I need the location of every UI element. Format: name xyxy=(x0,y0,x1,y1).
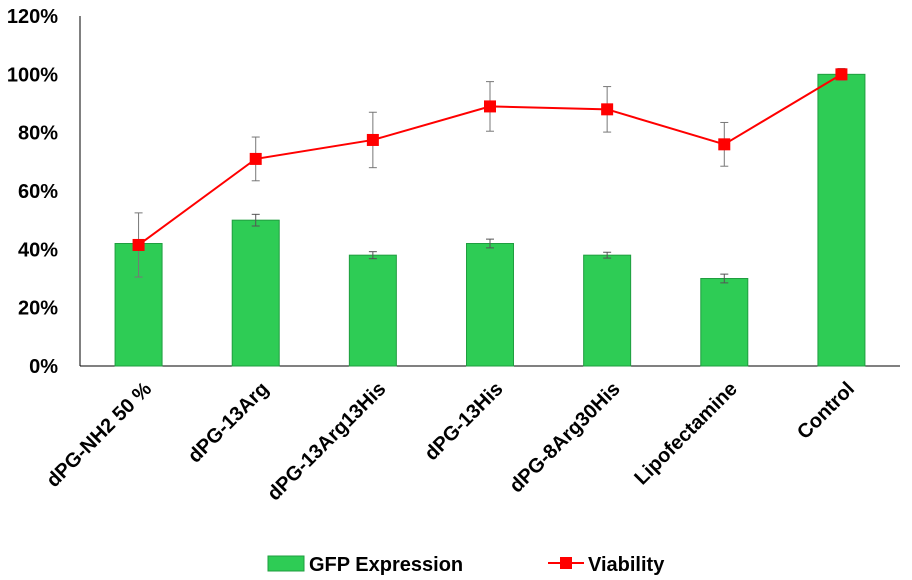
bar-gfp-expression xyxy=(466,243,514,367)
x-category-label: dPG-13Arg xyxy=(184,378,273,467)
x-category-label: Lipofectamine xyxy=(630,378,741,489)
viability-marker xyxy=(132,238,145,251)
x-category-label: dPG-13Arg13His xyxy=(263,378,390,505)
viability-marker xyxy=(249,152,262,165)
bar-error-bar xyxy=(720,273,729,284)
y-tick-label: 40% xyxy=(18,239,58,261)
y-tick-label: 100% xyxy=(7,64,58,86)
x-category-label: dPG-NH2 50 % xyxy=(42,378,156,492)
viability-marker xyxy=(718,138,731,151)
legend-swatch-viability-marker xyxy=(560,557,572,569)
legend-label-gfp-expression: GFP Expression xyxy=(309,554,463,576)
y-tick-label: 0% xyxy=(29,356,58,378)
gfp-expression-bars xyxy=(114,73,866,367)
bar-error-bar xyxy=(486,238,494,249)
y-tick-label: 120% xyxy=(7,6,58,28)
legend-label-viability: Viability xyxy=(588,554,665,576)
x-category-label: Control xyxy=(793,378,859,444)
x-category-label: dPG-13His xyxy=(420,378,507,465)
y-tick-label: 60% xyxy=(18,181,58,203)
bar-gfp-expression xyxy=(348,254,397,367)
legend-swatch-gfp-expression xyxy=(267,555,305,572)
viability-markers xyxy=(132,68,848,251)
bar-error-bar xyxy=(603,251,612,259)
y-axis-ticks: 0% 20% 40% 60% 80% 100% 120% xyxy=(7,6,58,378)
bar-gfp-expression xyxy=(700,278,749,367)
viability-marker xyxy=(484,100,496,113)
x-category-label: dPG-8Arg30His xyxy=(505,378,624,497)
viability-marker xyxy=(835,68,848,81)
bar-gfp-expression xyxy=(583,254,632,367)
bar-gfp-expression xyxy=(231,219,280,367)
y-tick-label: 80% xyxy=(18,123,58,145)
bar-error-bar xyxy=(251,213,260,227)
viability-marker xyxy=(601,103,614,116)
legend: GFP Expression Viability xyxy=(267,554,665,576)
y-tick-label: 20% xyxy=(18,298,58,320)
bar-gfp-expression xyxy=(817,73,866,367)
viability-marker xyxy=(366,133,379,146)
gfp-expression-error-bars xyxy=(251,213,729,284)
bar-error-bar xyxy=(368,251,377,260)
